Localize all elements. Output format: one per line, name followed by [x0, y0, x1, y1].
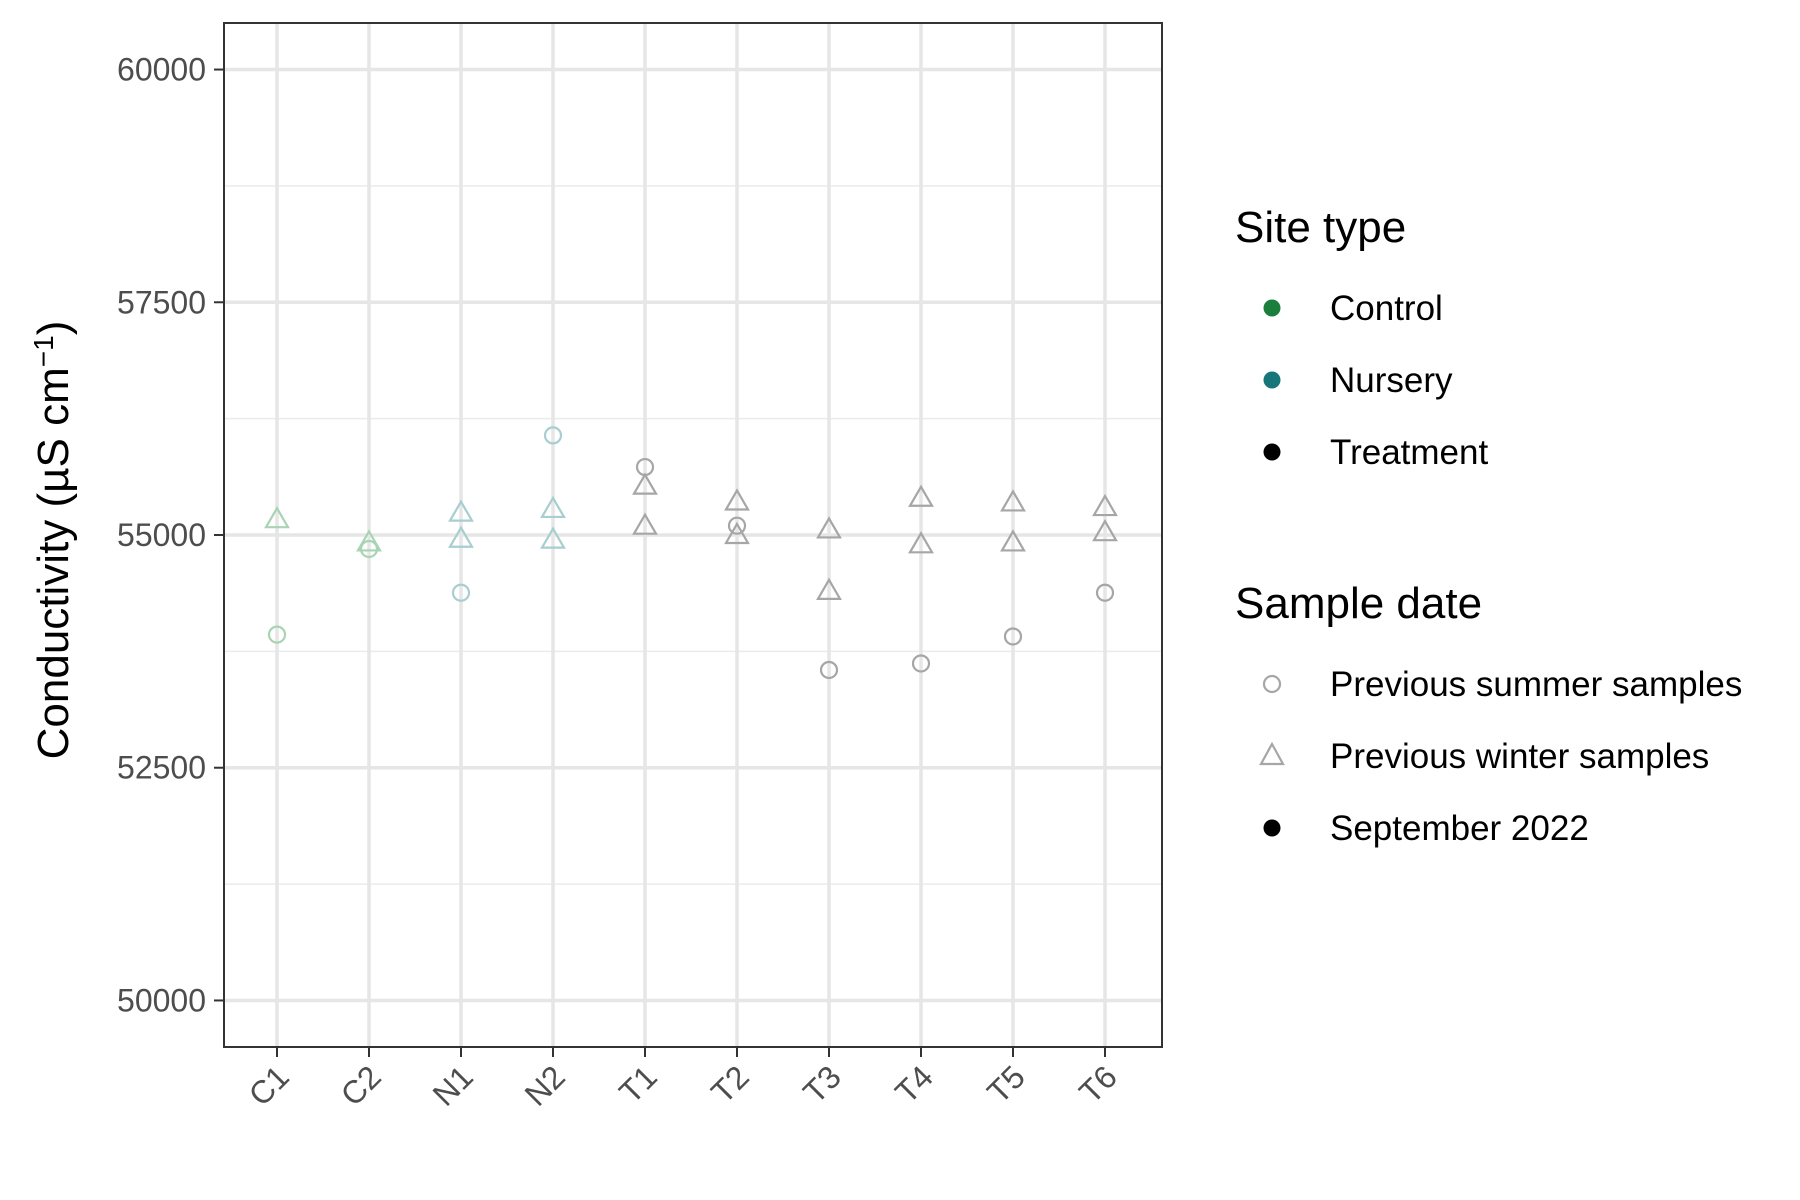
winter-point-T2 [724, 521, 750, 545]
winter-point-T4 [908, 484, 934, 507]
winter-point-T5 [1000, 529, 1026, 552]
legend-key-circle [1262, 674, 1282, 694]
x-tick-label: C2 [334, 1058, 388, 1112]
y-tick-label: 55000 [117, 517, 206, 553]
summer-point-T6 [1095, 583, 1115, 602]
winter-point-T6 [1092, 493, 1118, 517]
y-axis-title: Conductivity (µS cm−1) [28, 321, 79, 760]
grid-lines [224, 23, 1162, 1047]
winter-point-T6 [1092, 519, 1118, 542]
x-tick-label: N1 [426, 1058, 480, 1112]
winter-point-T3 [816, 577, 842, 600]
winter-point-T1 [632, 472, 658, 495]
summer-point-T5 [1003, 627, 1023, 646]
legend-key-dot [1263, 299, 1281, 317]
legend-key-dot [1263, 443, 1281, 461]
legend-label: Control [1330, 289, 1443, 328]
winter-point-N1 [448, 499, 474, 522]
summer-point-T3 [819, 660, 839, 680]
data-points [264, 426, 1118, 680]
winter-point-N2 [540, 495, 566, 519]
y-tick-label: 50000 [117, 982, 206, 1018]
legend-label: Nursery [1330, 361, 1453, 400]
y-axis-title-close: ) [29, 321, 78, 336]
y-tick-label: 52500 [117, 750, 206, 786]
summer-point-T2 [727, 516, 747, 535]
winter-point-N1 [448, 525, 474, 548]
winter-point-N2 [540, 526, 566, 549]
winter-point-C1 [264, 505, 290, 529]
legend-label: Treatment [1330, 433, 1488, 472]
x-tick-label: T4 [888, 1058, 940, 1110]
x-tick-label: N2 [518, 1058, 572, 1112]
summer-point-C2 [359, 539, 379, 559]
legend-key-triangle [1259, 741, 1285, 766]
winter-point-T5 [1000, 489, 1026, 512]
summer-point-C1 [267, 625, 287, 644]
legend-label: Previous winter samples [1330, 737, 1709, 776]
x-tick-label: T5 [980, 1058, 1032, 1110]
legend-label: Previous summer samples [1330, 665, 1742, 704]
summer-point-T4 [911, 654, 931, 673]
legend: Site type Control Nursery Treatment Sample d… [1235, 203, 1742, 848]
winter-point-T4 [908, 531, 934, 554]
legend-label: September 2022 [1330, 809, 1589, 848]
x-tick-label: T2 [704, 1058, 756, 1110]
winter-point-T2 [724, 488, 750, 511]
y-axis-title-superscript: −1 [28, 335, 59, 367]
legend-key-dot [1263, 819, 1281, 837]
y-tick-label: 57500 [117, 284, 206, 320]
summer-point-N2 [543, 426, 563, 445]
y-tick-label: 60000 [117, 52, 206, 88]
winter-point-C2 [356, 529, 382, 552]
summer-point-N1 [451, 583, 471, 602]
x-tick-label: C1 [242, 1058, 296, 1112]
winter-point-T1 [632, 512, 658, 535]
legend-title: Sample date [1235, 579, 1482, 628]
y-axis-title-main: Conductivity (µS cm [29, 367, 78, 759]
x-tick-label: T1 [612, 1058, 664, 1110]
legend-title: Site type [1235, 203, 1406, 252]
x-tick-label: T3 [796, 1058, 848, 1110]
x-tick-label: T6 [1072, 1058, 1124, 1110]
legend-key-dot [1263, 371, 1281, 389]
winter-point-T3 [816, 516, 842, 539]
